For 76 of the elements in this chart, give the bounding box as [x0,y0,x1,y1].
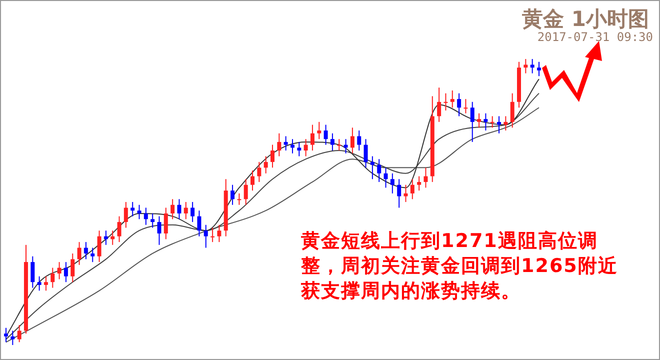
candlestick [304,138,308,157]
candlestick [504,116,508,131]
candlestick [390,172,394,194]
candlestick [150,212,155,228]
candlestick [70,252,75,283]
candlestick [537,61,541,77]
candlestick [204,224,208,248]
candlestick [477,112,482,128]
candlestick [384,167,388,188]
candlestick [250,170,255,192]
candlestick [130,202,135,217]
candlestick [230,184,235,206]
candlestick [450,90,454,108]
candlestick [117,216,122,243]
candlestick [184,202,188,220]
candlestick [137,204,142,220]
candlestick [157,216,162,246]
candlestick [317,121,322,140]
candlestick [210,227,215,243]
candlestick [284,136,288,152]
candlestick [237,192,242,206]
candlestick [377,158,382,182]
candlestick [217,224,222,243]
candlestick [464,98,468,114]
candlestick [84,242,88,260]
candlestick [124,202,128,228]
candlestick [257,161,262,182]
candlestick [484,112,488,131]
candlestick [97,230,102,263]
candlestick [490,116,494,128]
candlestick [330,132,334,152]
text: 2017-07-31 09:30 [537,30,653,44]
candlestick [470,101,474,142]
candlestick [197,210,202,237]
candlestick [497,116,502,134]
candlestick [364,138,368,168]
candlestick [244,178,248,206]
candlestick [424,167,428,188]
candlestick [350,127,354,154]
candlestick [370,156,374,180]
candlestick [177,198,182,220]
candlestick [170,198,175,220]
candlestick [50,267,55,288]
candlestick [417,176,422,192]
annotation: 黄金短线上行到1271遇阻高位调整，周初关注黄金回调到1265附近获支撑周内的涨势持续。 [301,229,619,304]
candlestick [30,256,35,288]
candlestick [297,141,302,157]
candlestick [270,144,274,168]
candlestick [4,327,8,343]
candlestick [190,202,195,223]
candlestick [264,156,268,174]
candlestick [57,262,62,280]
text: 黄金 1小时图 [522,6,649,32]
candlestick [324,124,328,146]
candlestick [357,130,362,152]
candlestick [277,132,282,157]
candlestick [90,247,95,263]
candlestick [37,276,42,292]
candlestick [17,324,22,343]
candlestick [310,124,314,152]
candlestick [530,58,534,74]
candlestick [444,92,448,111]
candlestick [337,138,342,152]
candlestick [77,242,82,266]
candlestick [64,262,68,283]
candlestick [144,207,148,226]
candlestick [510,92,514,128]
candlestick [457,92,462,117]
candlestick [44,276,48,292]
candlestick [10,330,15,346]
candlestick [404,184,408,202]
candlestick [524,58,528,74]
candlestick [164,207,168,240]
candlestick [397,178,402,208]
candlestick [437,87,442,122]
candlestick [410,178,414,200]
